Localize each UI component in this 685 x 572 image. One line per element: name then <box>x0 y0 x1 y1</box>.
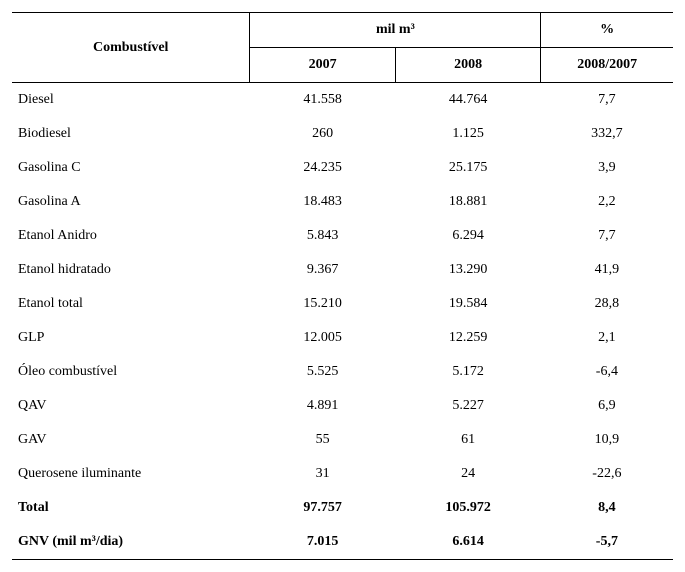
table-row: Etanol hidratado9.36713.29041,9 <box>12 253 673 287</box>
cell-pct: -22,6 <box>541 457 673 491</box>
header-2007: 2007 <box>250 48 395 83</box>
table-row: QAV4.8915.2276,9 <box>12 389 673 423</box>
cell-2007: 9.367 <box>250 253 395 287</box>
table-row: GAV556110,9 <box>12 423 673 457</box>
cell-label: Querosene iluminante <box>12 457 250 491</box>
cell-2008: 18.881 <box>395 185 540 219</box>
cell-2008: 13.290 <box>395 253 540 287</box>
cell-2008: 6.614 <box>395 525 540 560</box>
cell-label: Gasolina C <box>12 151 250 185</box>
header-pct: 2008/2007 <box>541 48 673 83</box>
table-row: GLP12.00512.2592,1 <box>12 321 673 355</box>
cell-2008: 19.584 <box>395 287 540 321</box>
cell-pct: 10,9 <box>541 423 673 457</box>
cell-pct: 332,7 <box>541 117 673 151</box>
table-row: GNV (mil m³/dia)7.0156.614-5,7 <box>12 525 673 560</box>
cell-2008: 5.227 <box>395 389 540 423</box>
cell-label: Óleo combustível <box>12 355 250 389</box>
cell-2007: 12.005 <box>250 321 395 355</box>
cell-label: QAV <box>12 389 250 423</box>
cell-2007: 4.891 <box>250 389 395 423</box>
cell-2007: 260 <box>250 117 395 151</box>
cell-label: Etanol hidratado <box>12 253 250 287</box>
cell-label: Diesel <box>12 83 250 118</box>
fuel-table: Combustível mil m³ % 2007 2008 2008/2007… <box>12 12 673 560</box>
cell-pct: 7,7 <box>541 219 673 253</box>
cell-2008: 105.972 <box>395 491 540 525</box>
table-row: Etanol Anidro5.8436.2947,7 <box>12 219 673 253</box>
cell-2007: 7.015 <box>250 525 395 560</box>
cell-2007: 31 <box>250 457 395 491</box>
cell-label: Total <box>12 491 250 525</box>
cell-label: Gasolina A <box>12 185 250 219</box>
cell-pct: 28,8 <box>541 287 673 321</box>
cell-2007: 15.210 <box>250 287 395 321</box>
cell-2007: 5.525 <box>250 355 395 389</box>
table-row: Total97.757105.9728,4 <box>12 491 673 525</box>
table-header: Combustível mil m³ % 2007 2008 2008/2007 <box>12 13 673 83</box>
cell-pct: 7,7 <box>541 83 673 118</box>
table-row: Biodiesel2601.125332,7 <box>12 117 673 151</box>
table-body: Diesel41.55844.7647,7Biodiesel2601.12533… <box>12 83 673 560</box>
header-volume-group: mil m³ <box>250 13 541 48</box>
cell-2008: 1.125 <box>395 117 540 151</box>
cell-2007: 55 <box>250 423 395 457</box>
cell-pct: 2,2 <box>541 185 673 219</box>
cell-2008: 25.175 <box>395 151 540 185</box>
header-pct-group: % <box>541 13 673 48</box>
table-row: Óleo combustível5.5255.172-6,4 <box>12 355 673 389</box>
table-row: Diesel41.55844.7647,7 <box>12 83 673 118</box>
header-2008: 2008 <box>395 48 540 83</box>
cell-2007: 97.757 <box>250 491 395 525</box>
cell-2008: 61 <box>395 423 540 457</box>
cell-pct: -5,7 <box>541 525 673 560</box>
header-fuel: Combustível <box>12 13 250 83</box>
table-row: Gasolina C24.23525.1753,9 <box>12 151 673 185</box>
table-row: Etanol total15.21019.58428,8 <box>12 287 673 321</box>
cell-pct: 3,9 <box>541 151 673 185</box>
cell-pct: -6,4 <box>541 355 673 389</box>
cell-label: Biodiesel <box>12 117 250 151</box>
cell-2008: 5.172 <box>395 355 540 389</box>
cell-pct: 2,1 <box>541 321 673 355</box>
cell-2007: 18.483 <box>250 185 395 219</box>
cell-2008: 44.764 <box>395 83 540 118</box>
cell-label: Etanol total <box>12 287 250 321</box>
cell-2007: 24.235 <box>250 151 395 185</box>
cell-label: GLP <box>12 321 250 355</box>
cell-2007: 41.558 <box>250 83 395 118</box>
cell-pct: 8,4 <box>541 491 673 525</box>
table-row: Querosene iluminante3124-22,6 <box>12 457 673 491</box>
table-row: Gasolina A18.48318.8812,2 <box>12 185 673 219</box>
cell-2008: 12.259 <box>395 321 540 355</box>
cell-label: GNV (mil m³/dia) <box>12 525 250 560</box>
cell-2008: 24 <box>395 457 540 491</box>
cell-pct: 6,9 <box>541 389 673 423</box>
cell-2007: 5.843 <box>250 219 395 253</box>
cell-pct: 41,9 <box>541 253 673 287</box>
cell-label: GAV <box>12 423 250 457</box>
cell-2008: 6.294 <box>395 219 540 253</box>
cell-label: Etanol Anidro <box>12 219 250 253</box>
